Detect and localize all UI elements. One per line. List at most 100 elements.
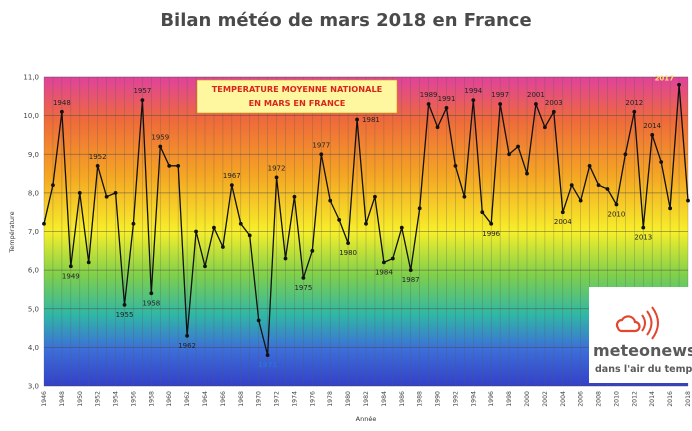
data-point — [346, 241, 351, 245]
x-tick-label: 1982 — [363, 391, 370, 407]
data-point — [42, 221, 46, 226]
data-point — [373, 194, 377, 199]
annotation-label: 1997 — [491, 91, 509, 99]
data-point — [390, 256, 395, 261]
x-tick-label: 1972 — [274, 391, 281, 407]
data-point — [453, 163, 458, 168]
y-tick-label: 10,0 — [23, 112, 39, 120]
data-point — [185, 333, 190, 338]
annotation-label: 1972 — [268, 164, 286, 172]
annotation-label: 1987 — [402, 276, 420, 284]
data-point — [86, 260, 91, 265]
data-point — [77, 190, 82, 195]
legend-box — [196, 79, 398, 114]
x-tick-label: 1998 — [506, 391, 513, 407]
annotation-label: 2003 — [545, 99, 563, 107]
x-tick-label: 1996 — [488, 391, 495, 407]
annotation-label: 1959 — [151, 134, 169, 142]
x-tick-label: 1984 — [381, 391, 388, 407]
data-point — [113, 190, 118, 195]
data-point — [337, 218, 342, 222]
annotation-label: 2012 — [625, 99, 643, 107]
data-point — [381, 260, 386, 265]
data-point — [578, 198, 583, 203]
annotation-label: 1957 — [133, 87, 151, 95]
x-tick-label: 2018 — [685, 391, 692, 407]
data-point — [158, 144, 163, 149]
annotation-label: 1975 — [294, 284, 312, 292]
data-point — [659, 160, 664, 164]
data-point — [668, 206, 673, 211]
data-point — [551, 109, 556, 114]
data-point — [444, 106, 449, 110]
y-axis-title: Température — [8, 211, 16, 253]
data-point — [212, 225, 216, 230]
x-tick-label: 1948 — [59, 391, 66, 407]
chart-legend: TEMPERATURE MOYENNE NATIONALE EN MARS EN… — [196, 79, 398, 114]
data-point — [534, 102, 538, 106]
annotation-label: 2001 — [527, 91, 545, 99]
annotation-label: 1991 — [438, 95, 456, 103]
x-tick-label: 1946 — [41, 391, 48, 407]
data-point — [95, 163, 100, 168]
annotation-label: 1981 — [362, 116, 380, 124]
x-tick-label: 2004 — [560, 391, 567, 407]
annotation-label: 1984 — [375, 268, 393, 276]
x-tick-label: 2012 — [631, 391, 638, 407]
data-point — [623, 152, 628, 157]
data-point — [292, 194, 297, 199]
data-point — [256, 318, 261, 323]
chart-svg: 3,04,05,06,07,08,09,010,011,0 1946 1948 19… — [8, 74, 692, 424]
x-tick-label: 1986 — [399, 391, 406, 407]
x-tick-label: 1990 — [435, 391, 442, 407]
data-point — [498, 102, 503, 106]
legend-line-2: EN MARS EN FRANCE — [249, 98, 346, 108]
data-point — [220, 245, 225, 249]
y-axis-ticks: 3,0 4,0 5,0 6,0 7,0 8,0 9,0 10,0 11,0 — [23, 74, 39, 391]
annotation-label: 1949 — [62, 272, 80, 280]
data-point — [569, 183, 574, 188]
data-point — [605, 187, 610, 191]
annotation-label: 2017 — [655, 75, 675, 83]
annotation-label: 1962 — [178, 342, 196, 350]
data-point — [194, 229, 198, 234]
temperature-series — [42, 82, 690, 357]
x-tick-label: 1974 — [291, 391, 298, 407]
annotation-label: 1996 — [482, 230, 500, 238]
data-point — [364, 221, 368, 226]
data-point — [641, 225, 646, 230]
x-axis-ticks: 1946 1948 1950 1952 1954 1956 1958 1960 1962 1964… — [41, 391, 692, 407]
y-tick-label: 7,0 — [28, 228, 39, 236]
y-tick-label: 4,0 — [28, 344, 39, 352]
annotation-label: 1952 — [89, 153, 107, 161]
data-point — [480, 210, 485, 215]
data-point — [131, 221, 136, 226]
data-point — [104, 194, 109, 199]
data-point — [596, 183, 601, 188]
x-tick-label: 1968 — [238, 391, 245, 407]
annotation-label: 1994 — [464, 87, 482, 95]
x-tick-label: 2008 — [596, 391, 603, 407]
data-point — [632, 109, 637, 114]
data-point — [176, 163, 181, 168]
annotation-label: 1980 — [339, 249, 357, 257]
x-tick-label: 1964 — [202, 391, 209, 407]
x-axis-title: Année — [356, 415, 377, 423]
x-tick-label: 1962 — [184, 391, 191, 407]
x-tick-label: 2006 — [578, 391, 585, 407]
cloud-broadcast-icon — [615, 306, 659, 340]
x-tick-label: 1950 — [77, 391, 84, 407]
annotation-label: 1958 — [142, 299, 160, 307]
annotation-label: 2014 — [643, 122, 661, 130]
data-point — [489, 221, 494, 226]
x-tick-label: 1976 — [309, 391, 316, 407]
data-point — [283, 256, 288, 261]
year-annotations: 1948 1949 1952 1955 1957 1958 1959 1962 1967 1971… — [53, 75, 674, 369]
data-point — [59, 109, 64, 114]
horizontal-gridlines — [44, 76, 688, 387]
data-point — [542, 125, 547, 130]
data-point — [587, 163, 592, 168]
brand-panel — [589, 287, 689, 383]
data-point — [229, 183, 234, 188]
annotation-label: 1977 — [312, 141, 330, 149]
